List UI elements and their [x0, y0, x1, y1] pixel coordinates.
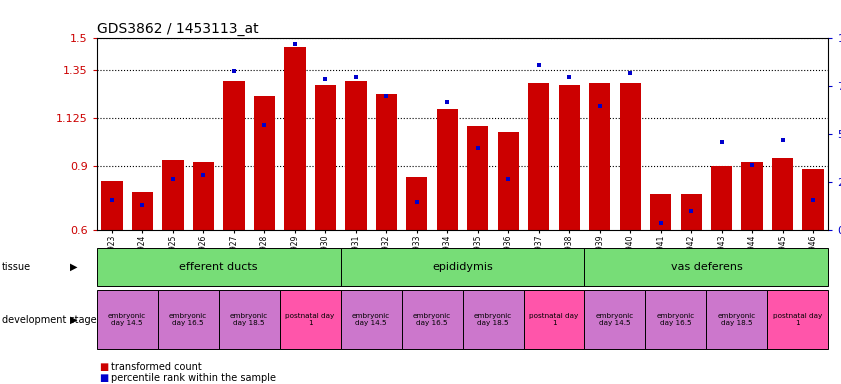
Point — [441, 99, 454, 105]
Bar — [523, 290, 584, 349]
Text: embryonic
day 14.5: embryonic day 14.5 — [108, 313, 146, 326]
Text: efferent ducts: efferent ducts — [179, 262, 258, 272]
Bar — [558, 85, 580, 230]
Bar — [401, 290, 463, 349]
Text: ▶: ▶ — [70, 314, 77, 325]
Text: epididymis: epididymis — [432, 262, 493, 272]
Point — [105, 197, 119, 203]
Text: embryonic
day 18.5: embryonic day 18.5 — [718, 313, 756, 326]
Bar — [463, 290, 523, 349]
Bar — [467, 126, 489, 230]
Point — [685, 208, 698, 214]
Bar — [157, 290, 219, 349]
Text: postnatal day
1: postnatal day 1 — [285, 313, 335, 326]
Point — [563, 74, 576, 80]
Point — [410, 199, 424, 205]
Bar — [341, 290, 401, 349]
Text: percentile rank within the sample: percentile rank within the sample — [111, 373, 276, 383]
Bar — [742, 162, 763, 230]
Text: GDS3862 / 1453113_at: GDS3862 / 1453113_at — [97, 22, 258, 36]
Bar — [132, 192, 153, 230]
Point — [349, 74, 362, 80]
Bar — [584, 248, 828, 286]
Bar — [436, 109, 458, 230]
Text: vas deferens: vas deferens — [670, 262, 743, 272]
Point — [654, 220, 668, 226]
Text: embryonic
day 16.5: embryonic day 16.5 — [657, 313, 695, 326]
Bar — [680, 194, 702, 230]
Point — [471, 145, 484, 151]
Bar — [101, 181, 123, 230]
Text: embryonic
day 14.5: embryonic day 14.5 — [352, 313, 390, 326]
Bar — [376, 94, 397, 230]
Bar — [97, 248, 341, 286]
Point — [623, 70, 637, 76]
Text: ▶: ▶ — [70, 262, 77, 272]
Text: embryonic
day 16.5: embryonic day 16.5 — [169, 313, 207, 326]
Bar — [193, 162, 214, 230]
Point — [167, 175, 180, 182]
Point — [288, 41, 302, 47]
Text: ■: ■ — [99, 362, 108, 372]
Text: embryonic
day 18.5: embryonic day 18.5 — [474, 313, 512, 326]
Bar — [772, 158, 793, 230]
Text: embryonic
day 14.5: embryonic day 14.5 — [596, 313, 634, 326]
Point — [319, 76, 332, 82]
Bar — [650, 194, 671, 230]
Bar — [345, 81, 367, 230]
Bar — [219, 290, 279, 349]
Bar — [406, 177, 427, 230]
Bar — [223, 81, 245, 230]
Bar — [528, 83, 549, 230]
Point — [379, 93, 393, 99]
Text: tissue: tissue — [2, 262, 31, 272]
Bar — [711, 166, 733, 230]
Point — [715, 139, 728, 145]
Bar — [584, 290, 645, 349]
Point — [776, 137, 790, 143]
Bar — [802, 169, 824, 230]
Bar — [645, 290, 706, 349]
Bar — [162, 160, 183, 230]
Bar — [498, 132, 519, 230]
Point — [257, 122, 271, 128]
Bar — [254, 96, 275, 230]
Text: ■: ■ — [99, 373, 108, 383]
Bar — [589, 83, 611, 230]
Text: postnatal day
1: postnatal day 1 — [773, 313, 822, 326]
Bar — [279, 290, 341, 349]
Bar — [767, 290, 828, 349]
Point — [532, 62, 546, 68]
Text: postnatal day
1: postnatal day 1 — [529, 313, 579, 326]
Point — [807, 197, 820, 203]
Bar — [284, 47, 305, 230]
Point — [593, 103, 606, 109]
Point — [745, 162, 759, 168]
Text: embryonic
day 16.5: embryonic day 16.5 — [413, 313, 451, 326]
Bar — [706, 290, 767, 349]
Text: transformed count: transformed count — [111, 362, 202, 372]
Bar — [341, 248, 584, 286]
Text: development stage: development stage — [2, 314, 97, 325]
Point — [501, 175, 515, 182]
Point — [135, 202, 149, 209]
Bar — [97, 290, 157, 349]
Bar — [620, 83, 641, 230]
Text: embryonic
day 18.5: embryonic day 18.5 — [230, 313, 268, 326]
Bar — [315, 85, 336, 230]
Point — [227, 68, 241, 74]
Point — [197, 172, 210, 178]
